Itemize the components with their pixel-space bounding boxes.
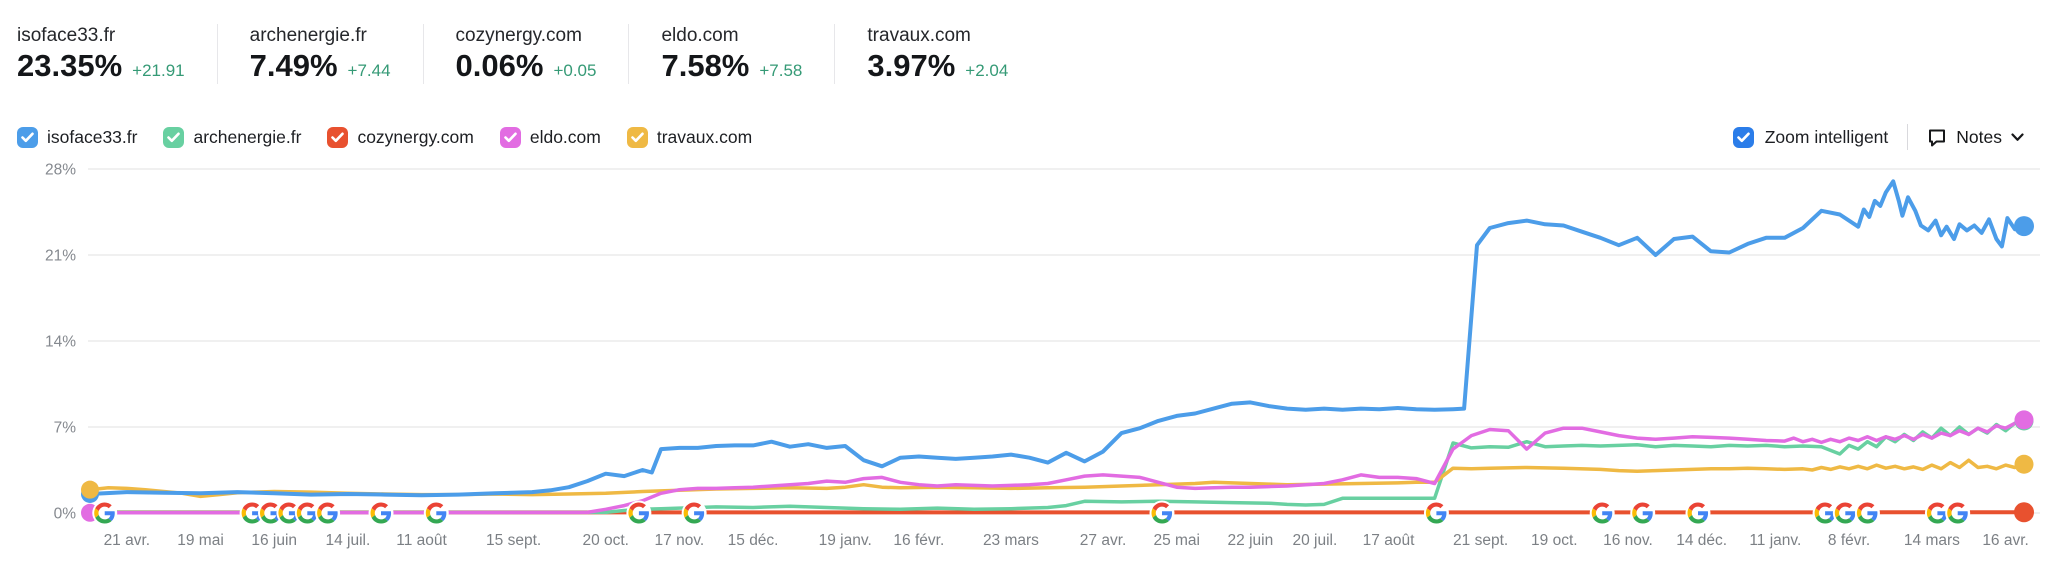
legend-label: travaux.com: [657, 127, 752, 148]
x-axis-label: 14 déc.: [1676, 532, 1727, 549]
stat-delta: +0.05: [553, 61, 596, 81]
legend-label: eldo.com: [530, 127, 601, 148]
stat-domain: eldo.com: [661, 24, 802, 48]
stat-value: 7.58%: [661, 48, 749, 84]
x-axis-label: 14 juil.: [325, 532, 370, 549]
x-axis-label: 14 mars: [1904, 532, 1960, 549]
stat-value: 7.49%: [250, 48, 338, 84]
stat-delta: +7.44: [348, 61, 391, 81]
series-line-travaux.com: [90, 460, 2024, 496]
x-axis-label: 16 juin: [251, 532, 297, 549]
legend-label: cozynergy.com: [357, 127, 473, 148]
legend-item-eldo[interactable]: eldo.com: [500, 127, 601, 148]
y-axis-label: 7%: [54, 420, 77, 437]
notes-dropdown[interactable]: Notes: [1927, 127, 2024, 148]
x-axis-label: 11 août: [396, 532, 447, 549]
stat-value: 3.97%: [867, 48, 955, 84]
checkbox-isoface33-icon[interactable]: [17, 127, 38, 148]
x-axis-label: 15 sept.: [486, 532, 541, 549]
zoom-intelligent-label: Zoom intelligent: [1765, 127, 1889, 148]
visibility-chart[interactable]: 28% 21% 14% 7% 0% 21 avr. 19 mai 16 juin 14 juil…: [0, 148, 2048, 575]
x-axis-label: 8 févr.: [1828, 532, 1870, 549]
stat-delta: +7.58: [759, 61, 802, 81]
notes-label: Notes: [1956, 127, 2002, 148]
stat-value: 0.06%: [456, 48, 544, 84]
y-axis-label: 28%: [45, 162, 76, 179]
x-axis-label: 16 nov.: [1603, 532, 1653, 549]
zoom-intelligent-toggle[interactable]: Zoom intelligent: [1733, 127, 1889, 148]
x-axis-label: 25 mai: [1153, 532, 1200, 549]
stat-value: 23.35%: [17, 48, 122, 84]
y-axis-label: 21%: [45, 248, 76, 265]
x-axis-label: 20 oct.: [582, 532, 629, 549]
checkbox-eldo-icon[interactable]: [500, 127, 521, 148]
stat-card-isoface33: isoface33.fr 23.35% +21.91: [17, 24, 217, 84]
x-axis-label: 27 avr.: [1080, 532, 1127, 549]
series-end-dot-cozynergy.com: [2014, 502, 2034, 522]
x-axis-label: 16 févr.: [893, 532, 944, 549]
divider: [1907, 124, 1908, 150]
stats-row: isoface33.fr 23.35% +21.91 archenergie.f…: [0, 0, 2048, 84]
x-axis-label: 11 janv.: [1749, 532, 1801, 549]
x-axis-label: 23 mars: [983, 532, 1039, 549]
series-end-dot-travaux.com: [2015, 455, 2034, 474]
stat-card-eldo: eldo.com 7.58% +7.58: [628, 24, 834, 84]
checkbox-archenergie-icon[interactable]: [163, 127, 184, 148]
checkbox-zoom-intelligent-icon[interactable]: [1733, 127, 1754, 148]
stat-card-cozynergy: cozynergy.com 0.06% +0.05: [423, 24, 629, 84]
series-line-isoface33.fr: [90, 181, 2024, 495]
stat-delta: +2.04: [965, 61, 1008, 81]
x-axis-label: 15 déc.: [728, 532, 779, 549]
x-axis-label: 17 nov.: [655, 532, 705, 549]
x-axis-label: 19 janv.: [819, 532, 872, 549]
x-axis-label: 21 sept.: [1453, 532, 1508, 549]
x-axis-label: 16 avr.: [1982, 532, 2029, 549]
stat-domain: isoface33.fr: [17, 24, 185, 48]
legend-label: archenergie.fr: [193, 127, 301, 148]
x-axis-label: 21 avr.: [104, 532, 151, 549]
stat-domain: travaux.com: [867, 24, 1008, 48]
series-line-archenergie.fr: [90, 421, 2024, 512]
series-line-eldo.com: [90, 420, 2024, 513]
x-axis-label: 22 juin: [1228, 532, 1274, 549]
chevron-down-icon: [2011, 133, 2024, 142]
legend-row: isoface33.fr archenergie.fr cozynergy.co…: [17, 126, 2024, 148]
stat-delta: +21.91: [132, 61, 184, 81]
stat-card-archenergie: archenergie.fr 7.49% +7.44: [217, 24, 423, 84]
x-axis-label: 17 août: [1363, 532, 1415, 549]
series-end-dot-isoface33.fr: [2014, 216, 2034, 236]
stat-card-travaux: travaux.com 3.97% +2.04: [834, 24, 1040, 84]
legend-label: isoface33.fr: [47, 127, 137, 148]
legend-item-cozynergy[interactable]: cozynergy.com: [327, 127, 473, 148]
y-axis-label: 14%: [45, 334, 76, 351]
legend-item-archenergie[interactable]: archenergie.fr: [163, 127, 301, 148]
legend-item-isoface33[interactable]: isoface33.fr: [17, 127, 137, 148]
checkbox-cozynergy-icon[interactable]: [327, 127, 348, 148]
notes-bubble-icon: [1927, 127, 1947, 147]
y-axis-label: 0%: [54, 506, 77, 523]
series-start-dot-travaux.com: [81, 481, 99, 499]
x-axis-label: 20 juil.: [1292, 532, 1337, 549]
stat-domain: cozynergy.com: [456, 24, 597, 48]
x-axis-label: 19 mai: [177, 532, 224, 549]
legend-item-travaux[interactable]: travaux.com: [627, 127, 752, 148]
series-end-dot-eldo.com: [2015, 410, 2034, 429]
checkbox-travaux-icon[interactable]: [627, 127, 648, 148]
stat-domain: archenergie.fr: [250, 24, 391, 48]
visibility-chart-svg[interactable]: 28% 21% 14% 7% 0% 21 avr. 19 mai 16 juin 14 juil…: [0, 148, 2048, 575]
x-axis-label: 19 oct.: [1531, 532, 1578, 549]
